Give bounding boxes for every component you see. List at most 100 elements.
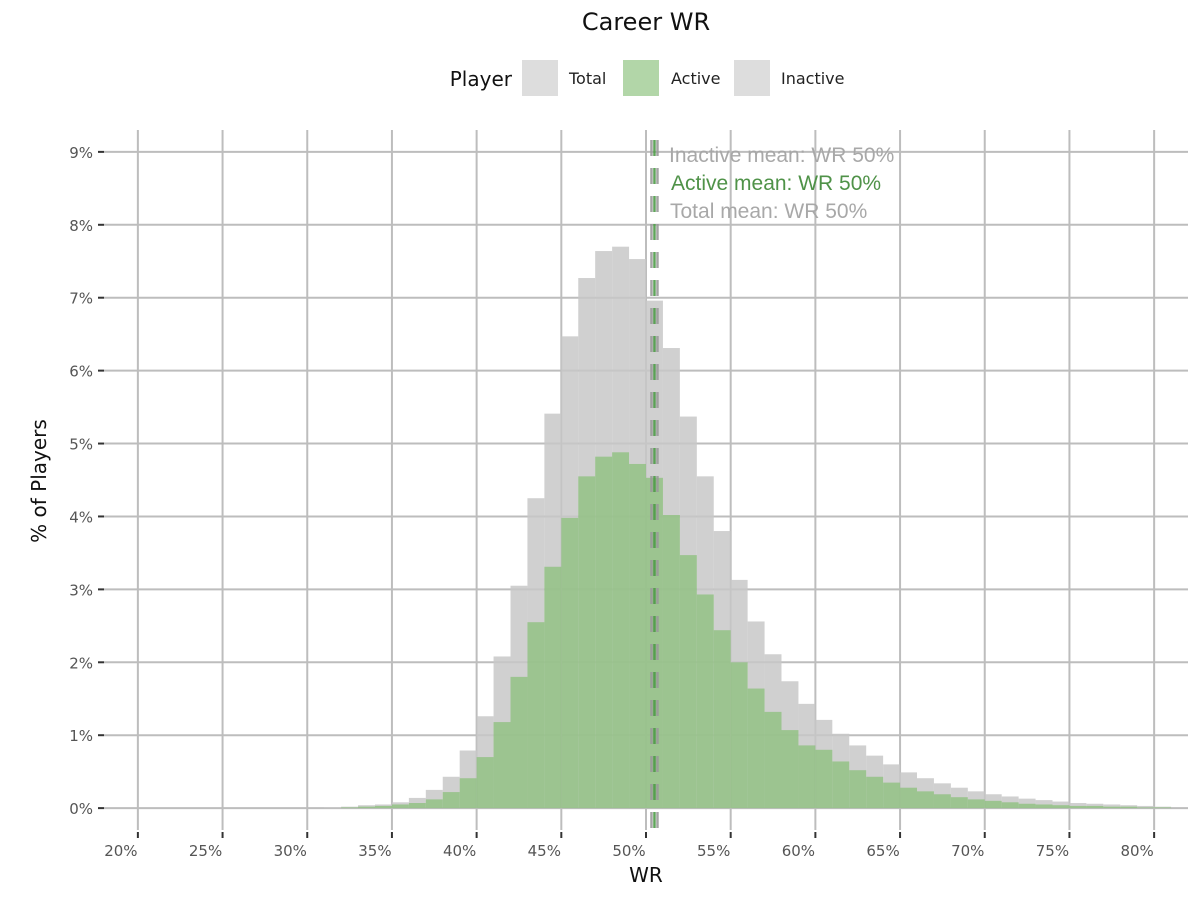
bar-active [1052, 805, 1070, 809]
bar-active [1137, 807, 1155, 809]
bar-active [679, 555, 697, 809]
legend-key-total [522, 60, 558, 96]
chart-title: Career WR [582, 8, 710, 36]
mean-annotations: Inactive mean: WR 50% Active mean: WR 50%… [669, 144, 894, 223]
legend-key-active [623, 60, 659, 96]
x-tick-label: 50% [612, 842, 645, 860]
bar-active [629, 463, 646, 809]
bar-active [1103, 806, 1121, 809]
bar-active [866, 776, 884, 809]
x-tick-label: 60% [782, 842, 815, 860]
mean-label-inactive: Inactive mean: WR 50% [669, 144, 894, 167]
bar-active [1018, 803, 1036, 809]
bar-active [510, 676, 528, 809]
y-tick-label: 0% [69, 800, 93, 818]
bar-active [544, 566, 562, 809]
bar-active [1001, 802, 1019, 809]
bar-active [341, 807, 359, 809]
y-axis-title: % of Players [27, 419, 51, 543]
bar-active [730, 662, 748, 809]
bar-active [1120, 806, 1138, 809]
bar-active [442, 792, 460, 809]
bar-active [900, 787, 917, 809]
bar-active [662, 515, 680, 809]
bar-active [459, 778, 477, 809]
mean-label-active: Active mean: WR 50% [671, 172, 881, 195]
x-tick-label: 80% [1120, 842, 1153, 860]
bar-active [883, 782, 901, 809]
x-tick-label: 55% [697, 842, 730, 860]
legend: Player Total Active Inactive [450, 60, 845, 96]
x-tick-label: 30% [274, 842, 307, 860]
bar-total [1052, 801, 1070, 809]
bar-active [984, 800, 1002, 809]
bar-total [1018, 798, 1036, 809]
bar-active [527, 622, 545, 809]
bar-active [408, 803, 426, 809]
bar-total [1001, 796, 1019, 809]
bar-active [358, 806, 375, 809]
bar-active [798, 745, 816, 809]
legend-title: Player [450, 67, 513, 91]
x-axis-title: WR [629, 863, 663, 887]
bar-active [832, 761, 850, 809]
bar-active [713, 630, 731, 809]
y-tick-label: 7% [69, 290, 93, 308]
bar-active [917, 791, 934, 809]
active-bars [341, 452, 1172, 809]
bar-active [375, 805, 392, 809]
y-axis: 0% 1% 2% 3% 4% 5% 6% 7% 8% 9% [69, 144, 104, 818]
bar-active [391, 804, 409, 809]
bar-active [764, 711, 782, 809]
bar-active [781, 730, 799, 809]
y-tick-label: 4% [69, 508, 93, 526]
y-tick-label: 6% [69, 363, 93, 381]
bar-active [493, 722, 511, 809]
y-tick-label: 3% [69, 581, 93, 599]
bar-active [561, 517, 579, 809]
bar-active [1154, 807, 1172, 809]
bar-total [1120, 805, 1138, 809]
bar-active [815, 749, 833, 809]
bar-active [612, 452, 630, 809]
x-axis: 20% 25% 30% 35% 40% 45% 50% 55% 60% 65% 70% 75% 80% [104, 832, 1156, 860]
bar-total [324, 807, 342, 809]
x-tick-label: 35% [358, 842, 391, 860]
y-tick-label: 5% [69, 436, 93, 454]
mean-lines [650, 140, 659, 832]
legend-key-inactive [734, 60, 770, 96]
bar-active [933, 794, 951, 809]
bar-active [747, 688, 765, 809]
bar-active [967, 799, 985, 809]
x-tick-label: 40% [443, 842, 476, 860]
y-tick-label: 9% [69, 144, 93, 162]
x-tick-label: 25% [189, 842, 222, 860]
bar-total [1137, 805, 1155, 809]
bar-active [1069, 805, 1087, 809]
bar-active [476, 757, 494, 809]
bar-active [1035, 804, 1053, 809]
bar-total [1035, 800, 1053, 809]
y-tick-label: 2% [69, 654, 93, 672]
x-tick-label: 20% [104, 842, 137, 860]
bar-active [1086, 805, 1104, 809]
bar-total [1103, 804, 1121, 809]
y-tick-label: 1% [69, 727, 93, 745]
mean-label-total: Total mean: WR 50% [670, 200, 867, 223]
bar-active [950, 797, 968, 809]
bar-active [849, 770, 867, 809]
bar-total [1069, 803, 1087, 809]
bar-active [578, 476, 596, 809]
bar-total [358, 805, 375, 809]
bar-active [696, 594, 714, 809]
x-tick-label: 75% [1036, 842, 1069, 860]
bar-active [425, 799, 443, 809]
bar-active [595, 456, 613, 809]
x-tick-label: 65% [866, 842, 899, 860]
x-tick-label: 45% [528, 842, 561, 860]
legend-label-active: Active [671, 69, 721, 88]
y-tick-label: 8% [69, 217, 93, 235]
legend-label-total: Total [568, 69, 606, 88]
x-tick-label: 70% [951, 842, 984, 860]
